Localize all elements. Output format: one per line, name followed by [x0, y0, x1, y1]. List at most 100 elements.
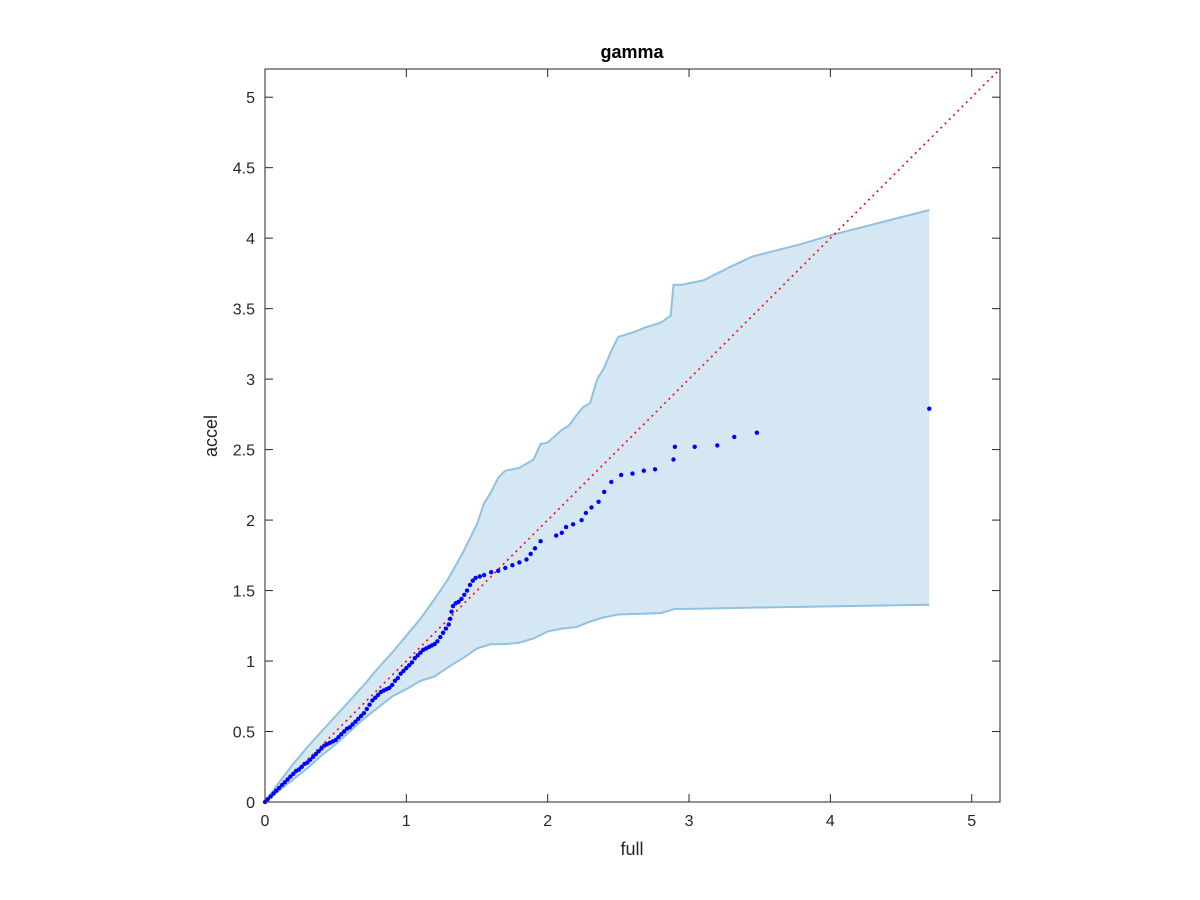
- data-point: [373, 695, 378, 700]
- x-tick-label: 4: [826, 813, 835, 830]
- data-point: [559, 530, 564, 535]
- data-point: [288, 774, 293, 779]
- x-tick-label: 1: [402, 813, 411, 830]
- data-point: [358, 713, 364, 719]
- y-tick-label: 2: [246, 513, 255, 530]
- data-point: [353, 719, 358, 724]
- data-point: [462, 592, 467, 597]
- data-point: [473, 575, 478, 581]
- data-point: [467, 582, 473, 588]
- data-point: [310, 754, 316, 760]
- chart-title: gamma: [600, 42, 664, 62]
- data-point: [641, 468, 646, 473]
- data-point: [477, 574, 482, 579]
- x-axis-title: full: [620, 839, 643, 859]
- data-point: [448, 616, 453, 621]
- data-point: [299, 764, 304, 769]
- y-tick-label: 1: [246, 654, 255, 671]
- data-point: [285, 777, 290, 782]
- data-point: [528, 551, 533, 557]
- data-point: [489, 570, 494, 575]
- x-tick-label: 0: [261, 813, 270, 830]
- data-point: [296, 767, 302, 772]
- confidence-band-upper: [264, 209, 930, 803]
- data-point: [274, 788, 279, 793]
- data-point: [438, 634, 443, 640]
- data-point: [602, 489, 607, 495]
- y-tick-label: 4.5: [233, 161, 255, 178]
- data-point: [350, 722, 355, 727]
- data-point: [510, 563, 515, 568]
- data-point: [401, 668, 406, 674]
- data-point: [481, 572, 487, 578]
- y-tick-label: 1.5: [233, 584, 255, 601]
- data-point: [554, 533, 559, 538]
- data-point: [443, 626, 449, 631]
- data-point: [732, 434, 737, 440]
- data-point: [333, 737, 338, 743]
- data-point: [609, 479, 614, 485]
- confidence-band-layer: [264, 209, 930, 803]
- data-point: [449, 609, 454, 614]
- data-point: [652, 467, 658, 472]
- y-axis-ticks: 0 0.5 1 1.5 2 2.5 3 3.5 4 4.5 5: [233, 90, 1000, 812]
- data-points-layer: [262, 406, 932, 805]
- data-point: [407, 663, 412, 668]
- y-tick-label: 0.5: [233, 725, 255, 742]
- y-tick-label: 4: [246, 231, 255, 248]
- confidence-band-lower: [264, 603, 930, 803]
- data-point: [387, 685, 392, 690]
- data-point: [418, 650, 423, 655]
- confidence-band-fill: [265, 210, 930, 802]
- axes-box: [264, 68, 1001, 803]
- y-tick-label: 2.5: [233, 443, 255, 460]
- data-point: [319, 746, 324, 751]
- data-point: [446, 622, 451, 627]
- data-point: [927, 406, 932, 411]
- data-point: [459, 596, 464, 602]
- x-tick-label: 2: [543, 813, 552, 830]
- data-point: [342, 729, 347, 734]
- data-point: [619, 472, 624, 478]
- y-tick-label: 3: [246, 372, 255, 389]
- data-point: [672, 444, 678, 449]
- x-axis-ticks: 0 1 2 3 4 5: [261, 69, 976, 830]
- data-point: [630, 471, 635, 476]
- data-point: [347, 725, 352, 730]
- data-point: [440, 630, 446, 635]
- data-point: [754, 430, 760, 435]
- data-point: [356, 716, 361, 721]
- data-point: [579, 517, 584, 523]
- data-point: [589, 505, 594, 510]
- data-point: [336, 735, 341, 740]
- data-point: [305, 760, 310, 765]
- data-point: [715, 443, 720, 448]
- data-point: [570, 522, 576, 527]
- y-tick-label: 3.5: [233, 302, 255, 319]
- data-point: [404, 665, 409, 671]
- data-point: [415, 653, 420, 658]
- data-point: [456, 599, 461, 604]
- data-point: [583, 510, 589, 516]
- x-tick-label: 3: [685, 813, 694, 830]
- y-tick-label: 5: [246, 90, 255, 107]
- data-point: [412, 656, 417, 661]
- data-point: [496, 568, 501, 573]
- data-point: [265, 797, 270, 802]
- data-point: [435, 639, 440, 644]
- data-point: [361, 711, 367, 716]
- data-point: [276, 785, 282, 791]
- data-point: [279, 782, 285, 788]
- data-point: [390, 682, 395, 688]
- reference-line-layer: [264, 68, 1001, 803]
- data-point: [524, 557, 529, 562]
- data-point: [308, 757, 313, 762]
- data-point: [364, 706, 369, 712]
- data-point: [375, 692, 381, 698]
- y-axis-title: accel: [201, 415, 221, 457]
- data-point: [464, 588, 470, 593]
- x-tick-label: 5: [967, 813, 976, 830]
- data-point: [370, 698, 375, 703]
- data-point: [398, 671, 403, 676]
- data-point: [503, 565, 508, 571]
